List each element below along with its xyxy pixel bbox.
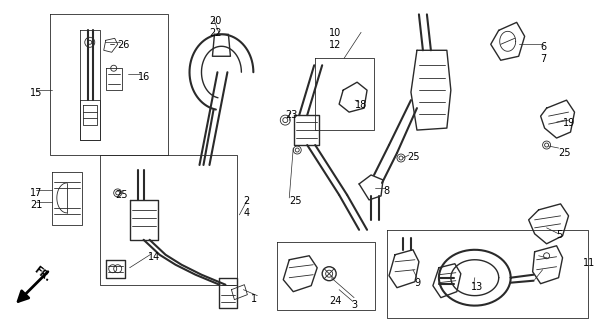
Text: 2: 2 — [243, 196, 250, 206]
Text: 26: 26 — [117, 40, 130, 50]
Text: 24: 24 — [329, 296, 342, 306]
Text: 7: 7 — [541, 54, 547, 64]
Text: 15: 15 — [30, 88, 42, 98]
Text: 8: 8 — [383, 186, 389, 196]
Text: FR.: FR. — [32, 264, 52, 283]
Text: 13: 13 — [471, 282, 483, 292]
Text: 14: 14 — [148, 252, 160, 262]
Text: 4: 4 — [243, 208, 250, 218]
Text: 25: 25 — [558, 148, 571, 158]
Text: 17: 17 — [30, 188, 42, 198]
Text: 3: 3 — [351, 300, 357, 310]
Text: 9: 9 — [414, 278, 420, 288]
Text: 19: 19 — [563, 118, 575, 128]
Text: 20: 20 — [209, 16, 222, 26]
Text: 5: 5 — [557, 230, 563, 240]
Text: 25: 25 — [289, 196, 302, 206]
Text: 1: 1 — [252, 294, 257, 304]
Text: 12: 12 — [329, 40, 342, 50]
Text: 18: 18 — [355, 100, 367, 110]
Text: 6: 6 — [541, 42, 547, 52]
Text: 22: 22 — [209, 28, 222, 38]
Text: 21: 21 — [30, 200, 42, 210]
Text: 16: 16 — [138, 72, 150, 82]
Text: 10: 10 — [329, 28, 342, 38]
Text: 23: 23 — [285, 110, 297, 120]
Text: 25: 25 — [407, 152, 420, 162]
Text: 25: 25 — [116, 190, 128, 200]
Text: 11: 11 — [582, 258, 595, 268]
